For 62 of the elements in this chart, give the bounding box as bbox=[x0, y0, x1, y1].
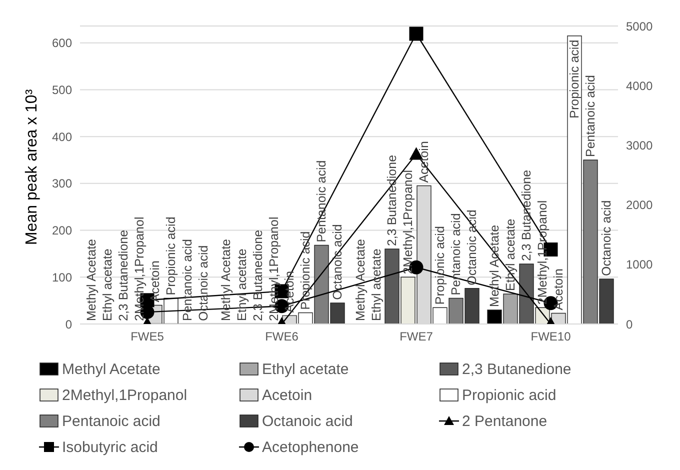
annotation: Methyl Acetate bbox=[353, 238, 368, 321]
annotation: Ethyl acetate bbox=[369, 248, 384, 321]
annotation: 2Methyl,1Propanol bbox=[132, 216, 146, 321]
annotation: Ethyl acetate bbox=[100, 248, 114, 321]
y-tick-label: 600 bbox=[52, 36, 72, 50]
legend-label: Acetophenone bbox=[262, 438, 359, 456]
annotation: Ethyl acetate bbox=[504, 218, 518, 292]
y-tick-label: 200 bbox=[52, 224, 72, 238]
legend-label: Ethyl acetate bbox=[262, 360, 349, 378]
annotation: Methyl Acetate bbox=[488, 224, 502, 307]
annotation: Pentanoic acid bbox=[449, 213, 464, 296]
annotation: 2,3 Butanedione bbox=[116, 230, 130, 321]
y2-tick-label: 0 bbox=[626, 317, 633, 332]
annotation: Propionic acid bbox=[568, 40, 582, 118]
legend-label: 2 Pentanone bbox=[462, 412, 548, 430]
legend-label: Acetoin bbox=[262, 386, 312, 404]
annotation: Octanoic acid bbox=[330, 224, 345, 300]
annotation: Methyl Acetate bbox=[84, 238, 98, 321]
annotation: 2Methyl,1Propanol bbox=[266, 216, 281, 321]
y-tick-label: 0 bbox=[65, 317, 72, 332]
y2-tick-label: 2000 bbox=[626, 198, 654, 212]
y-tick-label: 100 bbox=[52, 270, 72, 284]
legend-label: 2Methyl,1Propanol bbox=[62, 386, 188, 404]
x-tick-label: FWE6 bbox=[265, 330, 299, 344]
legend-label: Propionic acid bbox=[462, 386, 556, 404]
annotation: Octanoic acid bbox=[196, 245, 210, 321]
annotation: Pentanoic acid bbox=[314, 160, 329, 242]
annotation: Acetoin bbox=[417, 141, 432, 183]
annotation: 2Methyl,1Propanol bbox=[401, 170, 416, 274]
annotation: Propionic acid bbox=[433, 226, 448, 305]
x-tick-label: FWE10 bbox=[530, 330, 572, 344]
y2-tick-label: 1000 bbox=[626, 258, 654, 272]
x-tick-label: FWE7 bbox=[400, 330, 434, 344]
legend-label: 2,3 Butanedione bbox=[462, 360, 572, 378]
annotation: 2,3 Butanedione bbox=[385, 154, 400, 246]
y-tick-label: 400 bbox=[52, 130, 72, 144]
annotation: Pentanoic acid bbox=[180, 238, 194, 321]
annotation: Acetoin bbox=[552, 268, 566, 310]
y-axis-title: Mean peak area x 10³ bbox=[24, 88, 41, 245]
x-tick-label: FWE5 bbox=[130, 330, 164, 344]
annotation: Octanoic acid bbox=[465, 210, 480, 286]
legend-label: Isobutyric acid bbox=[62, 438, 158, 456]
y2-tick-label: 5000 bbox=[626, 19, 654, 34]
y2-tick-label: 3000 bbox=[626, 138, 654, 152]
annotation: 2Methyl,1Propanol bbox=[536, 200, 550, 305]
annotation: Methyl Acetate bbox=[218, 238, 233, 321]
y-tick-label: 300 bbox=[52, 176, 72, 191]
annotation: Acetoin bbox=[148, 260, 162, 302]
annotation: Propionic acid bbox=[298, 231, 313, 310]
legend-label: Octanoic acid bbox=[262, 412, 353, 430]
legend-label: Methyl Acetate bbox=[62, 360, 160, 378]
legend-label: Pentanoic acid bbox=[62, 412, 160, 430]
annotation: Ethyl acetate bbox=[234, 248, 249, 321]
y-tick-label: 500 bbox=[52, 82, 72, 97]
annotation: Propionic acid bbox=[164, 216, 178, 296]
annotation: Pentanoic acid bbox=[584, 74, 598, 158]
point bbox=[409, 26, 424, 41]
annotation: 2,3 Butanedione bbox=[520, 170, 534, 262]
annotation: Acetoin bbox=[282, 270, 297, 313]
y2-tick-label: 4000 bbox=[626, 78, 654, 93]
annotation: Octanoic acid bbox=[600, 200, 614, 276]
annotation: 2,3 Butanedione bbox=[250, 230, 265, 321]
